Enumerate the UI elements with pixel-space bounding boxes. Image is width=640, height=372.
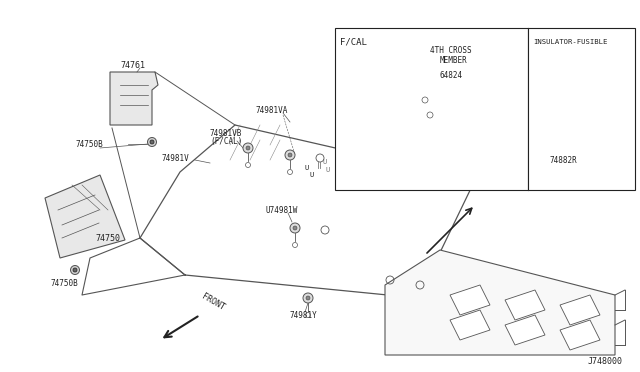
Polygon shape <box>450 310 490 340</box>
Circle shape <box>285 150 295 160</box>
Text: J748000: J748000 <box>588 357 623 366</box>
Text: 74750B: 74750B <box>50 279 77 288</box>
Circle shape <box>70 266 79 275</box>
Text: U: U <box>310 172 314 178</box>
Text: 74981V: 74981V <box>162 154 189 163</box>
Text: MEMBER: MEMBER <box>440 55 468 64</box>
Text: 74761: 74761 <box>120 61 145 70</box>
Circle shape <box>243 143 253 153</box>
Text: (F/CAL): (F/CAL) <box>210 137 243 145</box>
Circle shape <box>73 268 77 272</box>
Bar <box>528 28 635 190</box>
Bar <box>335 28 528 190</box>
Text: INSULATOR-FUSIBLE: INSULATOR-FUSIBLE <box>533 39 607 45</box>
Text: 74981VA: 74981VA <box>255 106 287 115</box>
Text: FRONT: FRONT <box>200 292 226 312</box>
Polygon shape <box>45 175 125 258</box>
Polygon shape <box>560 295 600 325</box>
Polygon shape <box>385 250 615 355</box>
Polygon shape <box>450 285 490 315</box>
Polygon shape <box>505 290 545 320</box>
Polygon shape <box>415 95 448 125</box>
Circle shape <box>303 293 313 303</box>
Text: 74750B: 74750B <box>75 140 103 148</box>
Text: U: U <box>326 167 330 173</box>
Circle shape <box>293 226 297 230</box>
Text: U: U <box>305 165 309 171</box>
Circle shape <box>288 153 292 157</box>
Text: 4TH CROSS: 4TH CROSS <box>430 45 472 55</box>
Text: 64824: 64824 <box>440 71 463 80</box>
Text: F/CAL: F/CAL <box>340 38 367 46</box>
Circle shape <box>290 223 300 233</box>
Circle shape <box>147 138 157 147</box>
Circle shape <box>150 140 154 144</box>
Polygon shape <box>505 315 545 345</box>
Circle shape <box>306 296 310 300</box>
Text: 74981Y: 74981Y <box>290 311 317 320</box>
Text: 74750: 74750 <box>95 234 120 243</box>
Polygon shape <box>110 72 158 125</box>
Text: U74981W: U74981W <box>266 205 298 215</box>
Text: 74981VB: 74981VB <box>210 128 243 138</box>
Circle shape <box>246 146 250 150</box>
Polygon shape <box>400 75 445 105</box>
Text: 74882R: 74882R <box>550 155 578 164</box>
Polygon shape <box>560 320 600 350</box>
Text: U: U <box>323 159 327 165</box>
